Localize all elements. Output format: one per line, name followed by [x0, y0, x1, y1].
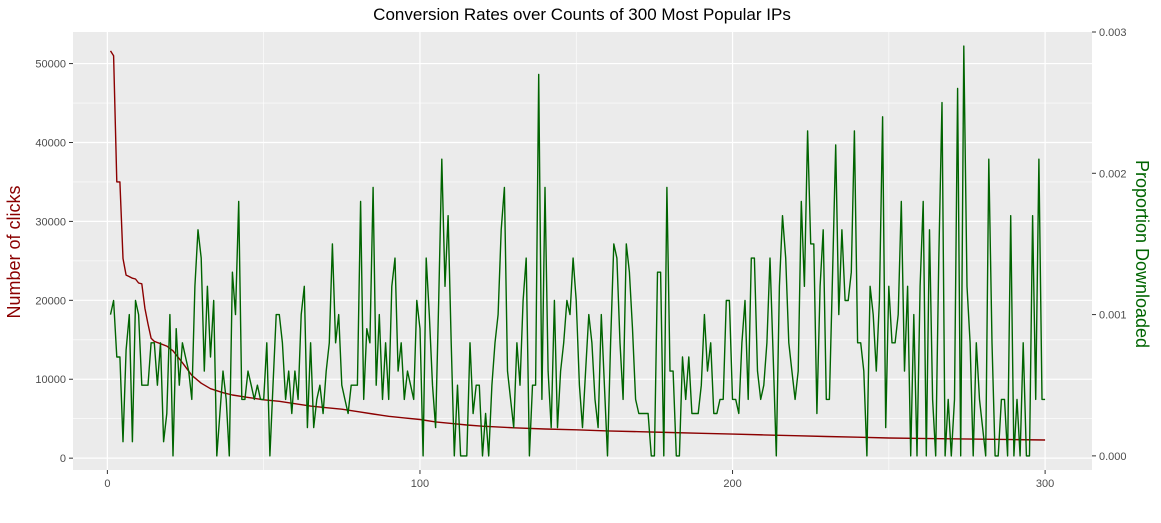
- y-right-tick-label: 0.000: [1099, 451, 1127, 463]
- y-left-tick-label: 10000: [35, 374, 66, 386]
- grid: [73, 32, 1092, 470]
- y-left-tick-label: 0: [60, 453, 66, 465]
- axes: 0 100 200 300 0 10000 20000 30000 40000 50000 0.00…: [35, 27, 1126, 490]
- y-left-tick-label: 30000: [35, 216, 66, 228]
- y-right-tick-label: 0.002: [1099, 168, 1127, 180]
- x-tick-label: 0: [104, 478, 110, 490]
- x-tick-label: 200: [723, 478, 741, 490]
- y-left-tick-label: 40000: [35, 137, 66, 149]
- y-left-tick-label: 50000: [35, 59, 66, 71]
- y-right-tick-label: 0.001: [1099, 310, 1127, 322]
- x-tick-label: 300: [1036, 478, 1054, 490]
- number-of-clicks-line: [109, 50, 1046, 441]
- proportion-downloaded-line: [109, 45, 1046, 457]
- y-axis-left-title: Number of clicks: [4, 185, 24, 318]
- y-left-tick-label: 20000: [35, 295, 66, 307]
- y-right-tick-label: 0.003: [1099, 27, 1127, 39]
- x-tick-label: 100: [411, 478, 429, 490]
- chart-title: Conversion Rates over Counts of 300 Most…: [373, 5, 791, 24]
- y-axis-right-title: Proportion Downloaded: [1132, 160, 1152, 348]
